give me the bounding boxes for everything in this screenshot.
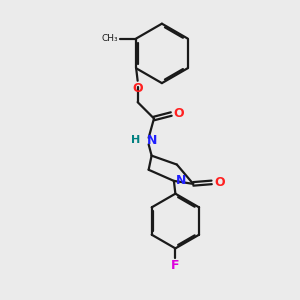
Text: O: O: [132, 82, 143, 94]
Text: N: N: [147, 134, 158, 147]
Text: F: F: [171, 260, 180, 272]
Text: O: O: [214, 176, 225, 189]
Text: N: N: [176, 174, 186, 188]
Text: H: H: [131, 135, 140, 145]
Text: CH₃: CH₃: [102, 34, 118, 43]
Text: O: O: [174, 107, 184, 120]
